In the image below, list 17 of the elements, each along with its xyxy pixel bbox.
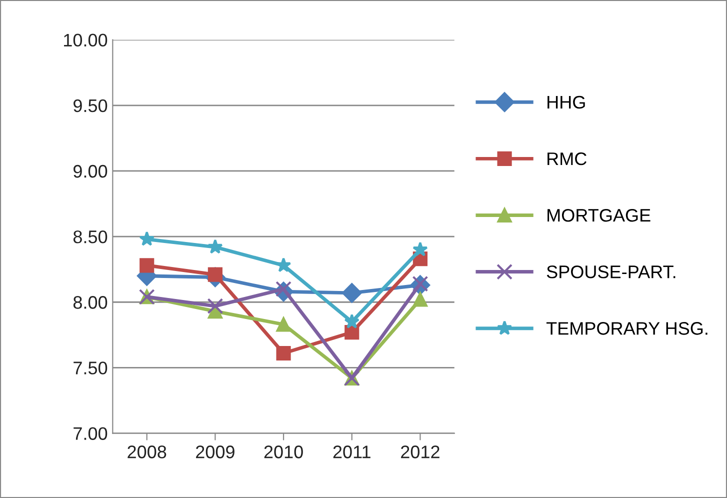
y-tick-label: 9.50 — [74, 99, 108, 112]
legend-label: SPOUSE-PART. — [546, 265, 676, 278]
legend-label: TEMPORARY HSG. — [546, 322, 708, 335]
x-tick-label: 2009 — [196, 446, 234, 458]
x-tick-label: 2008 — [128, 446, 166, 458]
y-tick-label: 8.50 — [73, 230, 108, 244]
x-tick-label: 2011 — [333, 446, 370, 458]
x-tick-label: 2010 — [264, 446, 303, 458]
y-tick-label: 8.00 — [73, 296, 108, 309]
x-tick-label: 2012 — [401, 446, 440, 458]
legend-label: RMC — [548, 152, 586, 166]
legend-label: MORTGAGE — [548, 208, 650, 222]
y-tick-label: 7.50 — [74, 362, 108, 374]
legend-label: HHG — [548, 96, 585, 109]
y-tick-label: 10.00 — [64, 34, 108, 47]
y-tick-label: 7.00 — [74, 427, 108, 440]
y-tick-label: 9.00 — [74, 164, 108, 178]
